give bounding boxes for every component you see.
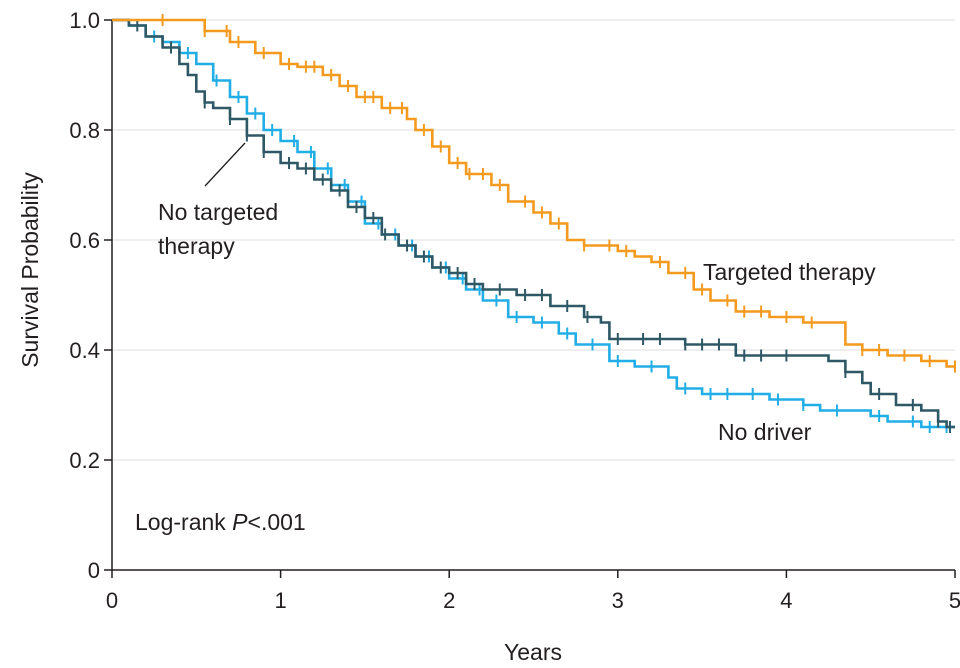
y-tick-label: 0.6 [69, 228, 100, 253]
series-line-targeted-therapy [112, 18, 955, 368]
label-no-targeted-leader [204, 142, 246, 187]
x-tick-label: 2 [443, 588, 455, 613]
logrank-p: P [232, 509, 248, 535]
x-tick-label: 3 [612, 588, 624, 613]
y-tick-label: 0.8 [69, 118, 100, 143]
label-no-driver: No driver [718, 419, 812, 445]
logrank-annotation: Log-rank P<.001 [135, 509, 306, 535]
logrank-suffix: <.001 [248, 509, 306, 535]
y-tick-label: 0.2 [69, 448, 100, 473]
logrank-prefix: Log-rank [135, 509, 232, 535]
y-tick-label: 0.4 [69, 338, 100, 363]
x-tick-label: 4 [780, 588, 792, 613]
label-no-targeted-line1: No targeted [158, 199, 278, 225]
y-tick-label: 1.0 [69, 8, 100, 33]
x-tick-label: 0 [106, 588, 118, 613]
x-tick-label: 5 [949, 588, 960, 613]
x-tick-label: 1 [274, 588, 286, 613]
grid-lines [112, 19, 955, 461]
y-axis-label: Survival Probability [17, 172, 43, 368]
axes: 0 0.2 0.4 0.6 0.8 1.0 0 1 2 3 4 5 [69, 8, 960, 613]
y-tick-label: 0 [88, 558, 100, 583]
x-axis-label: Years [504, 639, 562, 665]
label-targeted-therapy: Targeted therapy [703, 259, 876, 285]
series-group [112, 14, 956, 433]
label-no-targeted-line2: therapy [158, 233, 235, 259]
